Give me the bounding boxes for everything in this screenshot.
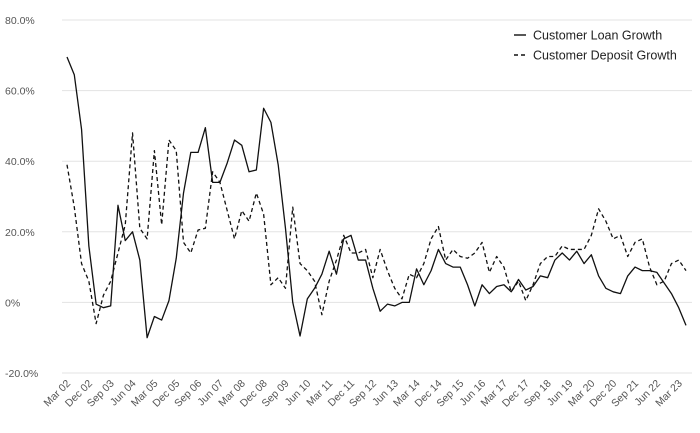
series-line-loan [66, 56, 687, 339]
y-tick-label: -20.0% [5, 368, 38, 380]
series-lines [66, 56, 687, 339]
legend-item-loan: Customer Loan Growth [514, 29, 662, 43]
y-tick-label: 20.0% [5, 227, 35, 239]
y-tick-label: 40.0% [5, 156, 35, 168]
y-tick-label: 60.0% [5, 86, 35, 98]
y-tick-label: 80.0% [5, 15, 35, 27]
y-axis-ticks: -20.0% 0% 20.0% 40.0% 60.0% 80.0% [5, 15, 38, 380]
series-line-deposit [66, 132, 687, 325]
legend-item-deposit: Customer Deposit Growth [514, 49, 677, 63]
legend: Customer Loan Growth Customer Deposit Gr… [514, 29, 677, 63]
y-tick-label: 0% [5, 297, 20, 309]
legend-label-loan: Customer Loan Growth [533, 29, 662, 43]
legend-label-deposit: Customer Deposit Growth [533, 49, 677, 63]
gridlines [62, 19, 692, 374]
